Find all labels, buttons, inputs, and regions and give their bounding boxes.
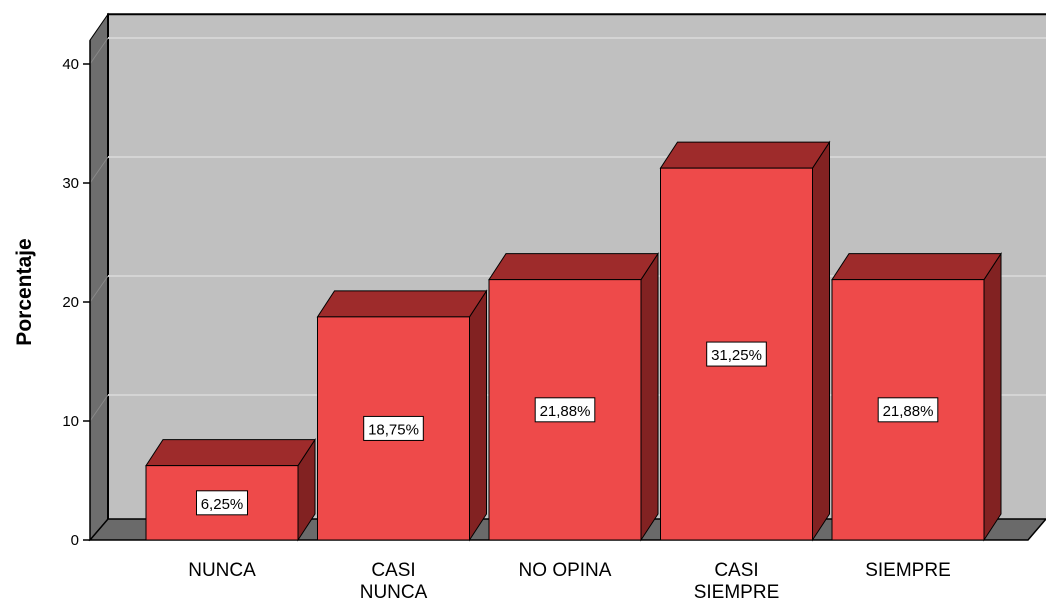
data-label-box xyxy=(534,397,596,423)
y-tick-label: 30 xyxy=(62,175,79,192)
data-label-box xyxy=(363,415,424,441)
bar: 18,75% xyxy=(316,289,488,542)
data-label: 31,25% xyxy=(711,347,762,364)
y-axis-label: Porcentaje xyxy=(13,238,36,345)
bar-top xyxy=(831,253,1002,281)
x-tick-label: NUNCA xyxy=(360,582,428,603)
x-tick-label: SIEMPRE xyxy=(865,560,951,581)
bar: 21,88% xyxy=(488,251,659,542)
gridline-left-wall xyxy=(89,37,109,65)
gridline-left-wall xyxy=(89,394,109,422)
x-tick-label: NO OPINA xyxy=(519,560,612,581)
bar-side xyxy=(812,140,830,542)
y-tick-label: 0 xyxy=(71,532,79,549)
y-tick-label: 40 xyxy=(62,56,79,73)
bar-top xyxy=(316,290,488,318)
x-tick-label: NUNCA xyxy=(188,560,256,581)
data-label-box xyxy=(196,490,248,516)
bar-top xyxy=(659,141,831,169)
x-tick-label: CASI xyxy=(714,560,758,581)
data-label-box xyxy=(877,397,939,423)
bar: 6,25% xyxy=(145,437,316,542)
x-tick-label: SIEMPRE xyxy=(694,582,780,603)
data-label-box xyxy=(706,341,767,367)
bar: 21,88% xyxy=(831,251,1002,542)
data-label: 18,75% xyxy=(368,421,419,438)
bar-side xyxy=(640,251,659,542)
bar-top xyxy=(488,253,659,281)
data-label: 21,88% xyxy=(883,403,934,420)
bar: 31,25% xyxy=(659,140,831,542)
data-label: 21,88% xyxy=(540,403,591,420)
gridline-left-wall xyxy=(89,156,109,184)
y-axis: 0 10 20 30 40 xyxy=(62,40,91,549)
plot-left-wall xyxy=(89,12,109,542)
plot-back-border xyxy=(107,13,1046,519)
y-tick-label: 20 xyxy=(62,294,79,311)
bar-side xyxy=(469,289,487,542)
bar-side xyxy=(983,251,1002,542)
bars: 6,25% 18,75% 21,88% 31,25% 21,88% xyxy=(145,140,1002,542)
data-label: 6,25% xyxy=(201,496,244,513)
bar-top xyxy=(145,439,316,467)
y-tick-label: 10 xyxy=(62,413,79,430)
gridline-left-wall xyxy=(89,275,109,303)
x-tick-label: CASI xyxy=(371,560,415,581)
